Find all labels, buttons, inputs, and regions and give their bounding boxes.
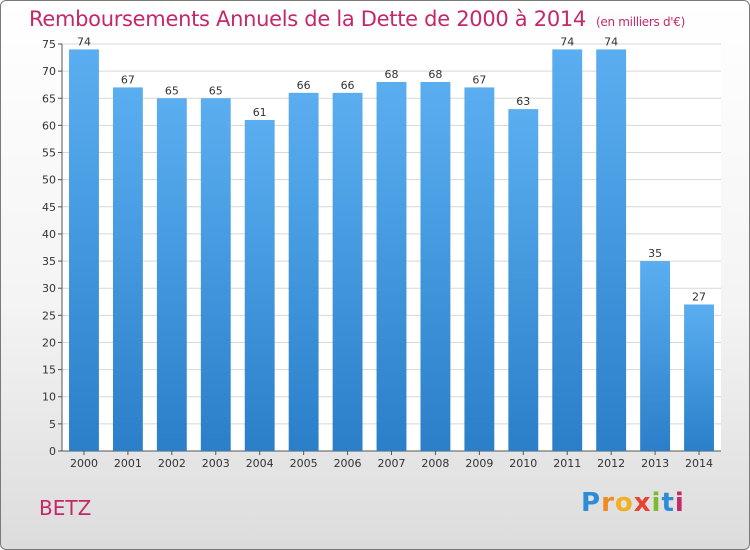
data-label: 66 [297, 79, 311, 92]
bar [420, 81, 451, 451]
x-tick-label: 2004 [246, 457, 274, 470]
x-tick-label: 2014 [685, 457, 713, 470]
chart-title: Remboursements Annuels de la Dette de 20… [29, 7, 685, 31]
x-tick-label: 2001 [114, 457, 142, 470]
y-tick-label: 25 [42, 309, 56, 322]
data-label: 68 [385, 68, 399, 81]
data-label: 67 [121, 73, 135, 86]
bar [69, 49, 99, 451]
y-tick-label: 5 [49, 418, 56, 431]
y-tick-label: 15 [42, 364, 56, 377]
data-label: 65 [165, 84, 179, 97]
bar [288, 92, 319, 451]
data-label: 68 [428, 68, 442, 81]
x-tick-label: 2007 [378, 457, 406, 470]
data-label: 27 [692, 290, 706, 303]
bar [112, 87, 143, 451]
logo-letter: r [601, 488, 615, 518]
data-label: 35 [648, 247, 662, 260]
x-tick-label: 2003 [202, 457, 230, 470]
logo-letter: o [614, 488, 634, 518]
data-label: 67 [472, 73, 486, 86]
bar [464, 87, 495, 451]
bar [640, 261, 671, 451]
bar [332, 92, 363, 451]
x-tick-label: 2010 [509, 457, 537, 470]
x-tick-label: 2013 [641, 457, 669, 470]
y-tick-label: 10 [42, 391, 56, 404]
x-tick-label: 2008 [421, 457, 449, 470]
x-tick-label: 2009 [465, 457, 493, 470]
x-tick-label: 2005 [290, 457, 318, 470]
data-label: 65 [209, 84, 223, 97]
data-label: 74 [604, 35, 618, 48]
bar [244, 119, 275, 452]
y-tick-label: 30 [42, 282, 56, 295]
logo-letter: x [633, 488, 652, 518]
bar [156, 98, 187, 452]
y-tick-label: 40 [42, 228, 56, 241]
data-label: 74 [560, 35, 574, 48]
y-tick-label: 75 [42, 38, 56, 51]
x-tick-label: 2011 [553, 457, 581, 470]
y-tick-label: 70 [42, 65, 56, 78]
y-tick-label: 45 [42, 201, 56, 214]
data-label: 66 [341, 79, 355, 92]
logo-letter: P [581, 488, 602, 518]
data-label: 61 [253, 106, 267, 119]
y-tick-label: 20 [42, 336, 56, 349]
proxiti-logo: Proxiti [581, 488, 685, 518]
chart-unit-note: (en milliers d'€) [596, 15, 686, 29]
y-tick-label: 35 [42, 255, 56, 268]
bar [200, 98, 231, 452]
logo-letter: t [661, 488, 675, 518]
bar [552, 49, 583, 451]
y-tick-label: 55 [42, 147, 56, 160]
y-tick-label: 60 [42, 119, 56, 132]
data-label: 74 [77, 35, 91, 48]
city-name: BETZ [39, 496, 92, 520]
bar [508, 109, 539, 452]
x-tick-label: 2002 [158, 457, 186, 470]
x-tick-label: 2000 [70, 457, 98, 470]
logo-letter: i [674, 488, 685, 518]
data-label: 63 [516, 95, 530, 108]
chart-title-text: Remboursements Annuels de la Dette de 20… [29, 7, 586, 31]
bar [684, 304, 714, 451]
bar [376, 81, 407, 451]
logo-letter: i [651, 488, 662, 518]
y-tick-label: 65 [42, 92, 56, 105]
y-tick-label: 50 [42, 174, 56, 187]
y-tick-label: 0 [49, 445, 56, 458]
x-tick-label: 2012 [597, 457, 625, 470]
x-tick-label: 2006 [334, 457, 362, 470]
bar [596, 49, 627, 451]
